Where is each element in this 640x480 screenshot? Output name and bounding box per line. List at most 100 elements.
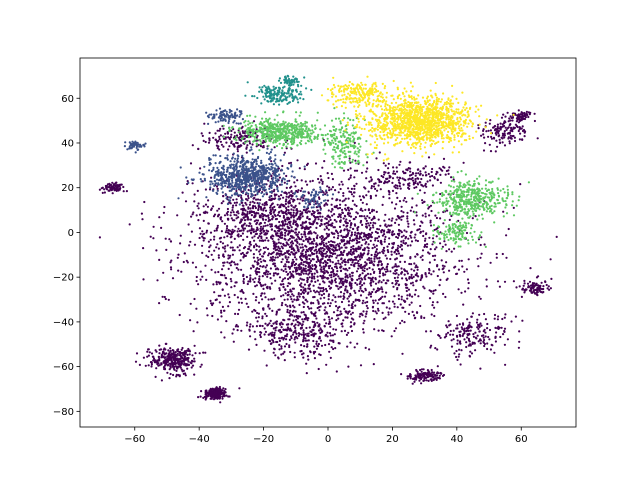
data-point [283, 219, 287, 222]
data-point [302, 329, 305, 332]
data-point [241, 213, 244, 216]
data-point [415, 214, 418, 217]
data-point [375, 289, 378, 292]
data-point [377, 235, 381, 238]
data-point [194, 266, 198, 269]
data-point [249, 243, 252, 246]
data-point [439, 192, 442, 196]
data-point [415, 264, 418, 267]
data-point [254, 285, 257, 288]
data-point [274, 326, 277, 330]
data-point [199, 270, 202, 273]
data-point [328, 247, 331, 250]
data-point [282, 337, 286, 340]
data-point [300, 288, 303, 292]
data-point [278, 289, 281, 292]
data-point [459, 340, 462, 343]
data-point [358, 195, 361, 198]
data-point [259, 265, 262, 268]
data-point [313, 272, 316, 275]
data-point [401, 177, 404, 180]
data-point [430, 209, 433, 213]
data-point [370, 279, 373, 282]
data-point [242, 281, 245, 285]
data-point [284, 268, 287, 271]
data-point [445, 261, 448, 264]
data-point [456, 342, 459, 345]
data-point [285, 147, 288, 150]
data-point [257, 188, 260, 191]
data-point [316, 279, 319, 282]
data-point [450, 176, 453, 179]
data-point [181, 352, 184, 355]
data-point [246, 199, 249, 202]
data-point [250, 225, 253, 228]
data-point [358, 282, 361, 285]
data-point [420, 370, 423, 373]
data-point [255, 316, 258, 319]
data-point [271, 255, 275, 258]
data-point [422, 379, 425, 382]
data-point [508, 140, 511, 143]
data-point [336, 314, 340, 317]
data-point [429, 248, 432, 251]
data-point [405, 277, 408, 280]
data-point [155, 350, 158, 353]
data-point [338, 305, 341, 308]
data-point [283, 359, 286, 362]
data-point [222, 309, 226, 312]
data-point [260, 260, 263, 263]
data-point [339, 250, 343, 254]
data-point [413, 236, 416, 239]
data-point [263, 333, 266, 336]
data-point [373, 260, 376, 263]
data-point [502, 333, 505, 336]
data-point [501, 252, 504, 256]
data-point [450, 345, 454, 348]
data-point [343, 292, 346, 295]
data-point [254, 243, 257, 246]
data-point [493, 124, 497, 128]
data-point [283, 277, 287, 280]
data-point [201, 275, 204, 278]
data-point [311, 264, 314, 267]
data-point [367, 234, 370, 237]
data-point [302, 331, 305, 334]
data-point [282, 269, 285, 273]
data-point [312, 289, 316, 292]
data-point [401, 306, 404, 309]
data-point [299, 277, 302, 280]
data-point [487, 135, 490, 138]
data-point [300, 266, 303, 269]
data-point [294, 220, 297, 223]
data-point [260, 229, 263, 232]
data-point [184, 350, 187, 353]
data-point [319, 264, 322, 267]
data-point [296, 317, 300, 320]
data-point [269, 272, 272, 275]
data-point [324, 287, 328, 291]
data-point [350, 187, 353, 190]
data-point [182, 359, 186, 362]
data-point [329, 334, 332, 337]
data-point [382, 248, 385, 251]
data-point [215, 283, 218, 286]
data-point [315, 290, 319, 293]
data-point [381, 250, 384, 253]
data-point [286, 305, 289, 308]
data-point [509, 134, 512, 137]
data-point [287, 205, 290, 208]
data-point [343, 229, 346, 232]
data-point [350, 231, 353, 234]
data-point [207, 222, 210, 225]
data-point [397, 223, 400, 226]
data-point [343, 235, 347, 239]
data-point [329, 325, 332, 328]
data-point [519, 132, 522, 135]
data-point [426, 180, 429, 183]
data-point [374, 282, 378, 285]
data-point [219, 218, 222, 221]
data-point [360, 266, 363, 269]
data-point [310, 248, 313, 251]
data-point [305, 163, 309, 167]
